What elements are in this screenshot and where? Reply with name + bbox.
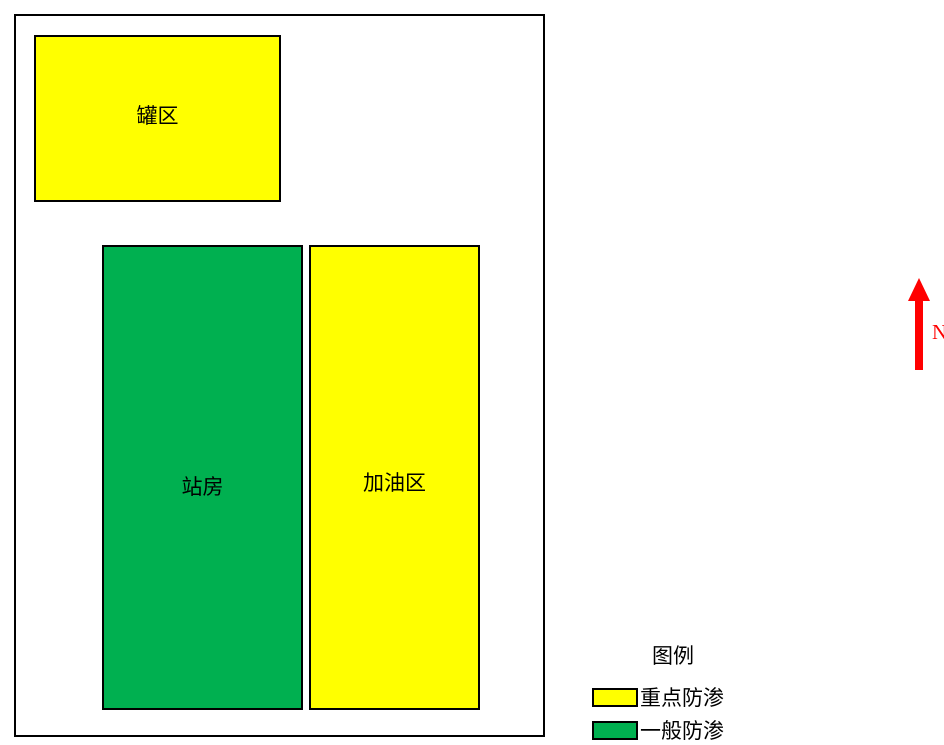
zone-tank-area: 罐区 — [34, 35, 281, 202]
legend-swatch-general-seepage — [592, 720, 638, 740]
north-arrow-shaft — [915, 300, 923, 370]
legend-label-key-seepage: 重点防渗 — [640, 686, 724, 710]
zone-fueling-area: 加油区 — [309, 245, 480, 710]
legend-swatch-key-seepage — [592, 687, 638, 707]
legend-item-general-seepage: 一般防渗 — [592, 717, 724, 743]
legend-title: 图例 — [652, 644, 694, 668]
zone-station-building: 站房 — [102, 245, 303, 710]
legend-item-key-seepage: 重点防渗 — [592, 684, 724, 710]
north-arrow-icon — [908, 278, 930, 370]
legend-label-general-seepage: 一般防渗 — [640, 719, 724, 743]
north-arrow-head — [908, 278, 930, 301]
zone-fueling-label: 加油区 — [363, 470, 426, 495]
zone-tank-label: 罐区 — [136, 103, 179, 128]
zone-station-label: 站房 — [181, 474, 224, 499]
north-label: N — [932, 320, 944, 344]
